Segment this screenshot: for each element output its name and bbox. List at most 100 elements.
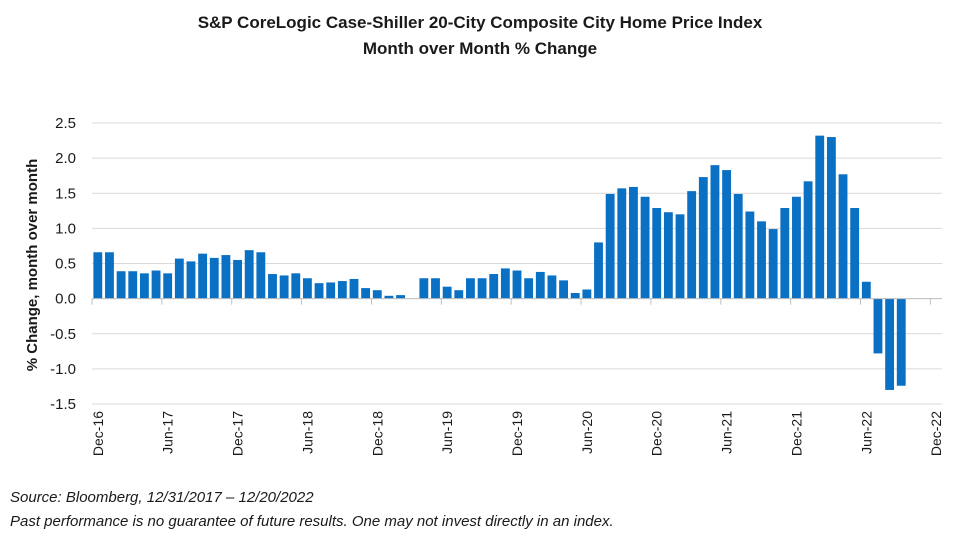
bar	[896, 298, 906, 386]
x-tick-label: Jun-18	[299, 411, 315, 454]
bar	[372, 290, 382, 299]
bar	[559, 280, 568, 299]
bar	[279, 275, 289, 299]
bar	[722, 170, 732, 299]
bar	[268, 274, 277, 299]
x-tick-label: Jun-21	[719, 411, 735, 454]
bar	[524, 278, 534, 299]
x-tick-label: Dec-18	[369, 411, 385, 456]
bar	[337, 281, 347, 299]
bar	[745, 211, 755, 299]
bar	[209, 257, 219, 299]
bar	[757, 221, 766, 299]
bar	[838, 174, 848, 299]
bar	[466, 278, 475, 299]
bar	[547, 275, 557, 299]
x-tick-label: Jun-20	[579, 411, 595, 454]
x-tick-label: Dec-20	[649, 411, 665, 456]
bar	[105, 252, 114, 299]
chart-subtitle: Month over Month % Change	[362, 39, 598, 58]
bar	[233, 259, 242, 299]
bar	[710, 165, 720, 299]
bar	[873, 298, 883, 354]
axes: -1.5 -1.0 -0.5 0.0 0.5 1.0 1.5 2.0 2.5 Dec-16 Jun-…	[50, 115, 944, 456]
bar	[629, 186, 638, 299]
y-tick-label: 2.5	[55, 115, 76, 132]
bar	[500, 268, 510, 299]
source-note: Source: Bloomberg, 12/31/2017 – 12/20/20…	[10, 489, 314, 506]
x-tick-label: Jun-19	[439, 411, 455, 454]
bar	[139, 273, 149, 299]
bar	[128, 271, 138, 299]
bar	[442, 286, 452, 299]
bar	[617, 188, 627, 299]
bar	[663, 212, 673, 299]
bar	[116, 271, 126, 299]
chart-title: S&P CoreLogic Case-Shiller 20-City Compo…	[197, 13, 763, 32]
x-tick-label: Dec-22	[928, 411, 944, 456]
bar	[186, 261, 196, 299]
bar	[151, 270, 161, 299]
y-tick-label: -1.0	[50, 361, 76, 378]
x-tick-label: Jun-17	[160, 411, 176, 454]
x-tick-label: Dec-19	[509, 411, 525, 456]
bars	[93, 135, 906, 390]
bar	[396, 295, 405, 299]
bar	[93, 252, 103, 299]
grid-lines	[92, 122, 942, 405]
bar	[768, 229, 778, 299]
disclaimer-note: Past performance is no guarantee of futu…	[10, 513, 614, 530]
bar	[477, 278, 487, 299]
bar	[698, 177, 708, 299]
bar	[733, 193, 743, 299]
bar	[594, 242, 603, 299]
bar	[582, 289, 592, 299]
bar	[535, 271, 545, 299]
bar	[326, 282, 336, 299]
x-tick-label: Dec-16	[90, 411, 106, 456]
bar	[302, 278, 312, 299]
bar	[861, 281, 871, 299]
x-tick-label: Dec-17	[230, 411, 246, 456]
x-tick-label: Jun-22	[858, 411, 874, 454]
bar	[244, 250, 254, 299]
bar	[314, 283, 324, 299]
y-tick-label: 0.0	[55, 291, 76, 308]
bar	[826, 137, 836, 299]
bar	[349, 278, 359, 299]
y-tick-label: -0.5	[50, 326, 76, 343]
bar	[291, 273, 301, 299]
bar	[780, 208, 790, 299]
bar	[384, 295, 394, 299]
y-tick-label: 1.5	[55, 185, 76, 202]
bar	[675, 214, 685, 299]
y-tick-label: 0.5	[55, 256, 76, 273]
bar	[361, 288, 371, 299]
bar	[803, 181, 813, 299]
bar	[163, 273, 173, 299]
bar	[570, 293, 580, 299]
bar	[174, 258, 184, 299]
bar	[489, 274, 499, 299]
bar	[419, 278, 429, 299]
x-tick-label: Dec-21	[788, 411, 804, 456]
bar	[687, 191, 697, 299]
bar	[256, 252, 266, 299]
y-tick-label: -1.5	[50, 396, 76, 413]
bar	[815, 135, 825, 299]
bar	[640, 196, 650, 299]
y-tick-label: 2.0	[55, 150, 76, 167]
bar	[221, 255, 231, 299]
bar	[454, 290, 464, 299]
bar	[605, 193, 615, 299]
bar	[198, 253, 208, 299]
bar	[512, 270, 522, 299]
bar	[652, 208, 662, 299]
bar	[850, 208, 860, 299]
bar	[792, 196, 801, 299]
y-axis-label: % Change, month over month	[24, 159, 41, 372]
bar	[431, 278, 440, 299]
bar	[885, 298, 895, 390]
y-tick-label: 1.0	[55, 220, 76, 237]
